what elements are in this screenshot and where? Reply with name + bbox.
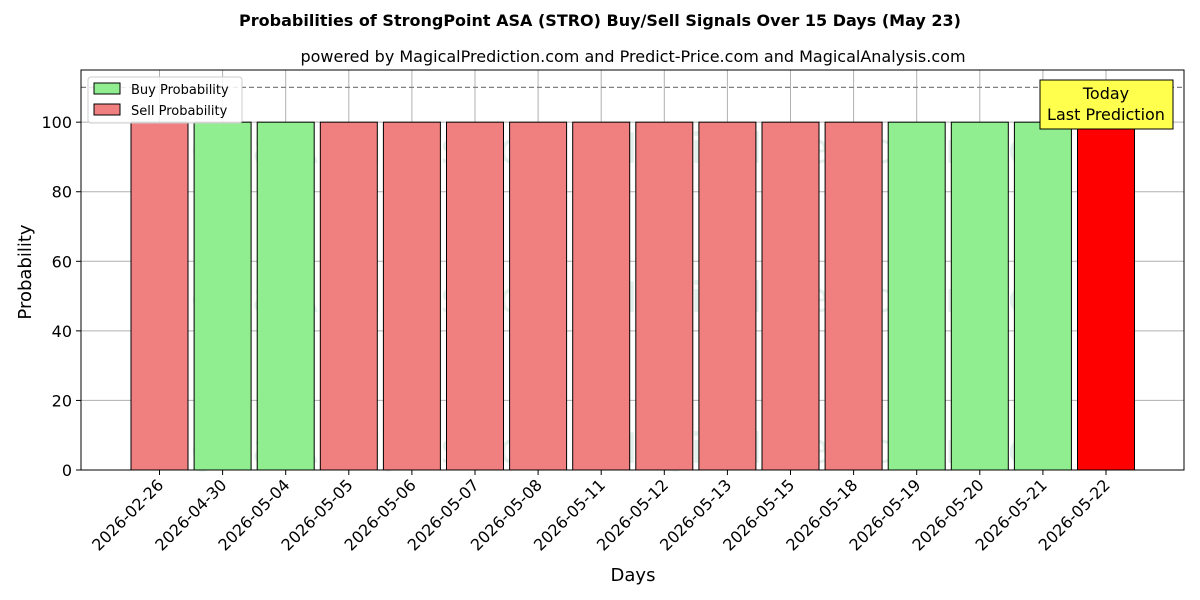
legend-frame [87, 76, 243, 124]
plot-frame [80, 69, 1185, 471]
chart-subtitle: powered by MagicalPrediction.com and Pre… [300, 47, 965, 66]
bar-2026-05-05 [319, 121, 378, 471]
y-axis-ticks: 0 20 40 60 80 100 [41, 113, 81, 480]
bars [130, 121, 1135, 471]
today-annotation-line1: Today [1082, 84, 1129, 103]
chart-title: Probabilities of StrongPoint ASA (STRO) … [239, 11, 961, 30]
bar-2026-05-07 [446, 121, 504, 471]
y-tick-label-4: 80 [52, 183, 72, 202]
legend-buy-swatch [93, 82, 121, 95]
bar-2026-05-21 [1013, 121, 1072, 471]
bar-2026-05-20 [950, 121, 1009, 471]
bar-2026-05-15 [761, 121, 820, 471]
bar-2026-04-30 [193, 121, 252, 471]
legend-sell-label: Sell Probability [131, 104, 228, 119]
legend-sell-swatch [93, 103, 121, 116]
bar-2026-05-18 [824, 121, 883, 471]
y-tick-label-2: 40 [52, 322, 72, 341]
bar-2026-05-11 [572, 121, 631, 471]
legend: Buy Probability Sell Probability [87, 76, 243, 124]
bar-2026-05-13 [698, 121, 757, 471]
y-axis-label: Probability [15, 224, 36, 319]
x-axis-ticks: 2026-02-262026-04-302026-05-042026-05-05… [88, 470, 1114, 555]
bar-2026-05-19 [887, 121, 946, 471]
x-axis-label: Days [611, 565, 656, 586]
today-annotation: Today Last Prediction [1039, 79, 1174, 130]
y-tick-label-3: 60 [52, 252, 72, 271]
legend-buy-label: Buy Probability [131, 83, 229, 98]
bar-2026-02-26 [130, 121, 189, 471]
y-tick-label-5: 100 [41, 113, 72, 132]
bar-2026-05-12 [635, 121, 694, 471]
bar-2026-05-22 [1077, 121, 1135, 471]
bar-2026-05-06 [382, 121, 441, 471]
today-annotation-box [1039, 79, 1174, 130]
bar-2026-05-04 [256, 121, 315, 471]
y-tick-label-0: 0 [62, 461, 72, 480]
today-annotation-line2: Last Prediction [1047, 105, 1165, 124]
bar-2026-05-08 [509, 121, 568, 471]
y-tick-label-1: 20 [52, 391, 72, 410]
